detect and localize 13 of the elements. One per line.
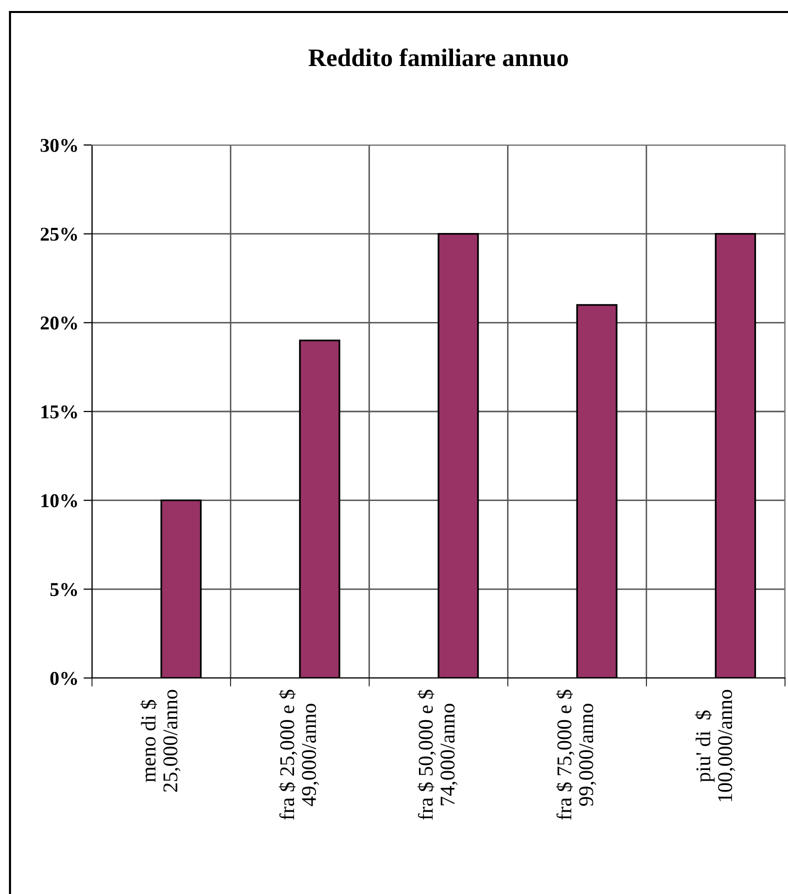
x-tick-label: fra $ 75,000 e $ 99,000/anno — [556, 690, 596, 820]
chart-title: Reddito familiare annuo — [308, 48, 568, 66]
y-tick-label: 15% — [41, 405, 77, 418]
y-tick-label: 0% — [50, 672, 77, 685]
y-tick-label: 10% — [41, 494, 77, 508]
y-tick-label: 20% — [40, 316, 77, 330]
y-tick-label: 30% — [40, 138, 77, 152]
x-tick-label: piu' di $ 100,000/anno — [695, 690, 736, 802]
x-tick-label: meno di $ 25,000/anno — [140, 690, 180, 792]
x-tick-label: fra $ 50,000 e $ 74,000/anno — [418, 690, 458, 820]
y-tick-label: 5% — [50, 582, 77, 596]
x-tick-label: fra $ 25,000 e $ 49,000/anno — [278, 690, 320, 820]
y-tick-label: 25% — [40, 228, 77, 241]
